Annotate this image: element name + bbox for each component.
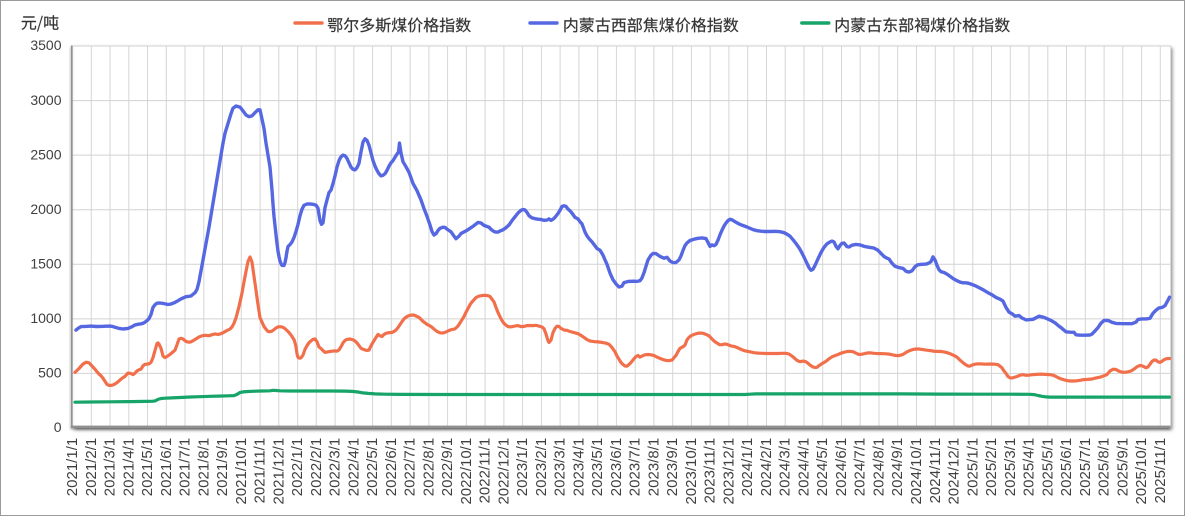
- svg-text:0: 0: [54, 419, 62, 435]
- svg-text:2024/6/1: 2024/6/1: [833, 438, 850, 496]
- svg-text:2022/5/1: 2022/5/1: [364, 438, 381, 496]
- svg-text:2021/11/1: 2021/11/1: [252, 438, 269, 504]
- svg-text:2022/7/1: 2022/7/1: [402, 438, 419, 496]
- svg-text:2024/9/1: 2024/9/1: [889, 438, 906, 496]
- svg-text:2024/1/1: 2024/1/1: [739, 438, 756, 496]
- svg-text:3000: 3000: [30, 92, 61, 108]
- svg-text:2025/5/1: 2025/5/1: [1039, 438, 1056, 496]
- svg-text:2022/1/1: 2022/1/1: [289, 438, 306, 496]
- svg-text:2023/8/1: 2023/8/1: [645, 438, 662, 496]
- svg-text:2025/8/1: 2025/8/1: [1096, 438, 1113, 496]
- svg-text:2025/11/1: 2025/11/1: [1152, 438, 1169, 504]
- svg-text:2025/7/1: 2025/7/1: [1077, 438, 1094, 496]
- svg-text:2023/2/1: 2023/2/1: [533, 438, 550, 496]
- svg-text:2022/2/1: 2022/2/1: [308, 438, 325, 496]
- svg-text:2022/9/1: 2022/9/1: [439, 438, 456, 496]
- svg-text:2022/12/1: 2022/12/1: [495, 438, 512, 505]
- svg-text:2023/10/1: 2023/10/1: [683, 438, 700, 505]
- svg-text:2500: 2500: [30, 146, 61, 162]
- svg-text:2021/8/1: 2021/8/1: [195, 438, 212, 496]
- svg-text:2021/10/1: 2021/10/1: [233, 438, 250, 505]
- svg-text:2021/12/1: 2021/12/1: [270, 438, 287, 505]
- svg-text:3500: 3500: [30, 37, 61, 53]
- svg-text:2000: 2000: [30, 201, 61, 217]
- svg-text:500: 500: [38, 365, 62, 381]
- svg-text:2022/6/1: 2022/6/1: [383, 438, 400, 496]
- svg-text:2021/9/1: 2021/9/1: [214, 438, 231, 496]
- svg-text:2025/9/1: 2025/9/1: [1114, 438, 1131, 496]
- svg-text:2024/2/1: 2024/2/1: [758, 438, 775, 496]
- svg-text:2024/12/1: 2024/12/1: [946, 438, 963, 505]
- svg-text:2025/6/1: 2025/6/1: [1058, 438, 1075, 496]
- svg-text:2023/4/1: 2023/4/1: [570, 438, 587, 496]
- svg-text:2023/7/1: 2023/7/1: [627, 438, 644, 496]
- svg-text:2024/5/1: 2024/5/1: [814, 438, 831, 496]
- svg-text:2023/9/1: 2023/9/1: [664, 438, 681, 496]
- svg-text:2021/7/1: 2021/7/1: [177, 438, 194, 496]
- svg-text:2025/10/1: 2025/10/1: [1133, 438, 1150, 505]
- svg-text:2025/1/1: 2025/1/1: [964, 438, 981, 496]
- svg-text:2024/11/1: 2024/11/1: [927, 438, 944, 504]
- svg-text:2023/12/1: 2023/12/1: [720, 438, 737, 505]
- svg-text:2021/6/1: 2021/6/1: [158, 438, 175, 496]
- svg-text:2024/3/1: 2024/3/1: [777, 438, 794, 496]
- svg-text:2024/8/1: 2024/8/1: [871, 438, 888, 496]
- svg-text:1000: 1000: [30, 310, 61, 326]
- svg-text:2022/11/1: 2022/11/1: [477, 438, 494, 504]
- svg-text:2022/8/1: 2022/8/1: [420, 438, 437, 496]
- svg-text:2025/2/1: 2025/2/1: [983, 438, 1000, 496]
- svg-text:2021/1/1: 2021/1/1: [64, 438, 81, 496]
- svg-text:2022/3/1: 2022/3/1: [327, 438, 344, 496]
- svg-text:2021/4/1: 2021/4/1: [120, 438, 137, 496]
- svg-text:2022/4/1: 2022/4/1: [345, 438, 362, 496]
- svg-text:1500: 1500: [30, 256, 61, 272]
- svg-text:2024/10/1: 2024/10/1: [908, 438, 925, 505]
- svg-text:2021/2/1: 2021/2/1: [83, 438, 100, 496]
- svg-text:2025/3/1: 2025/3/1: [1002, 438, 1019, 496]
- svg-text:2023/11/1: 2023/11/1: [702, 438, 719, 504]
- svg-text:2021/3/1: 2021/3/1: [102, 438, 119, 496]
- svg-text:2021/5/1: 2021/5/1: [139, 438, 156, 496]
- svg-text:2024/7/1: 2024/7/1: [852, 438, 869, 496]
- svg-text:2022/10/1: 2022/10/1: [458, 438, 475, 505]
- svg-text:2023/6/1: 2023/6/1: [608, 438, 625, 496]
- svg-text:2023/5/1: 2023/5/1: [589, 438, 606, 496]
- svg-text:2025/4/1: 2025/4/1: [1021, 438, 1038, 496]
- svg-text:2023/3/1: 2023/3/1: [552, 438, 569, 496]
- svg-text:2024/4/1: 2024/4/1: [796, 438, 813, 496]
- svg-text:2023/1/1: 2023/1/1: [514, 438, 531, 496]
